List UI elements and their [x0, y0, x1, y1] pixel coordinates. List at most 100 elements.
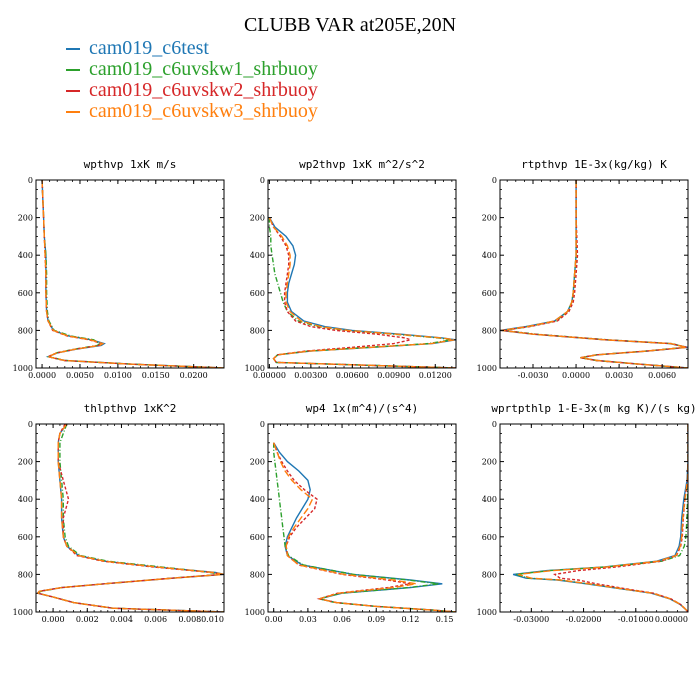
legend: cam019_c6test cam019_c6uvskw1_shrbuoy ca… — [66, 38, 318, 122]
series-line-1 — [41, 180, 224, 368]
x-tick-label: 0.0000 — [28, 371, 56, 380]
y-tick-label: 1000 — [245, 608, 265, 617]
x-tick-label: 0.006 — [144, 615, 167, 624]
y-tick-label: 600 — [482, 289, 497, 298]
y-tick-label: 600 — [482, 533, 497, 542]
plot-frame — [267, 179, 457, 369]
panel-title: rtpthvp 1E-3x(kg/kg) K — [521, 158, 667, 171]
y-tick-label: 0 — [260, 420, 265, 429]
x-tick-label: 0.03 — [299, 615, 317, 624]
legend-item: cam019_c6uvskw2_shrbuoy — [66, 80, 318, 101]
y-tick-label: 200 — [18, 214, 33, 223]
y-tick-label: 1000 — [13, 364, 33, 373]
y-tick-label: 1000 — [477, 364, 497, 373]
y-tick-label: 800 — [18, 570, 33, 579]
y-tick-label: 1000 — [477, 608, 497, 617]
y-tick-label: 200 — [482, 458, 497, 467]
y-tick-label: 200 — [18, 458, 33, 467]
legend-label: cam019_c6uvskw3_shrbuoy — [89, 100, 318, 122]
panel-title: thlpthvp 1xK^2 — [84, 402, 177, 415]
y-tick-label: 800 — [250, 570, 265, 579]
x-tick-label: 0.00000 — [253, 371, 286, 380]
series-line-1 — [500, 180, 688, 368]
x-tick-label: 0.00900 — [377, 371, 410, 380]
x-tick-label: 0.00000 — [655, 615, 688, 624]
x-tick-label: -0.03000 — [513, 615, 549, 624]
legend-label: cam019_c6test — [89, 37, 209, 59]
x-tick-label: 0.00300 — [294, 371, 327, 380]
legend-swatch — [66, 47, 80, 50]
x-tick-label: 0.15 — [436, 615, 454, 624]
series-line-1 — [512, 424, 688, 612]
y-tick-label: 0 — [260, 176, 265, 185]
y-tick-label: 600 — [18, 533, 33, 542]
x-tick-label: 0.00 — [265, 615, 283, 624]
series-line-2 — [268, 217, 456, 368]
x-tick-label: 0.0050 — [66, 371, 94, 380]
legend-item: cam019_c6uvskw1_shrbuoy — [66, 59, 318, 80]
x-tick-label: 0.010 — [201, 615, 224, 624]
y-tick-label: 800 — [18, 326, 33, 335]
y-tick-label: 1000 — [13, 608, 33, 617]
x-tick-label: 0.004 — [110, 615, 133, 624]
y-tick-label: 200 — [250, 214, 265, 223]
y-tick-label: 0 — [28, 420, 33, 429]
y-tick-label: 400 — [482, 495, 497, 504]
plot-frame — [499, 179, 689, 369]
y-tick-label: 0 — [492, 420, 497, 429]
x-tick-label: 0.0150 — [142, 371, 170, 380]
series-line-3 — [553, 424, 688, 612]
series-line-3 — [502, 180, 688, 368]
series-line-1 — [273, 442, 456, 612]
y-tick-label: 600 — [18, 289, 33, 298]
legend-item: cam019_c6uvskw3_shrbuoy — [66, 101, 318, 122]
y-tick-label: 800 — [482, 570, 497, 579]
legend-label: cam019_c6uvskw1_shrbuoy — [89, 58, 318, 80]
x-tick-label: 0.0200 — [180, 371, 208, 380]
y-tick-label: 600 — [250, 289, 265, 298]
panel-title: wpthvp 1xK m/s — [84, 158, 177, 171]
series-line-4 — [41, 180, 224, 368]
y-tick-label: 400 — [482, 251, 497, 260]
series-line-3 — [36, 424, 224, 612]
legend-swatch — [66, 89, 80, 92]
x-tick-label: 0.002 — [76, 615, 99, 624]
x-tick-label: -0.02000 — [566, 615, 602, 624]
y-tick-label: 0 — [492, 176, 497, 185]
x-tick-label: 0.0000 — [562, 371, 590, 380]
x-tick-label: 0.09 — [367, 615, 385, 624]
plot-frame — [35, 423, 225, 613]
legend-swatch — [66, 110, 80, 113]
x-tick-label: -0.0030 — [518, 371, 549, 380]
legend-item: cam019_c6test — [66, 38, 318, 59]
series-line-4 — [501, 180, 688, 368]
series-line-4 — [518, 424, 688, 612]
panel-title: wp2thvp 1xK m^2/s^2 — [299, 158, 425, 171]
y-tick-label: 400 — [18, 251, 33, 260]
series-line-3 — [41, 180, 224, 368]
legend-swatch — [66, 68, 80, 71]
x-tick-label: 0.000 — [42, 615, 65, 624]
y-tick-label: 400 — [18, 495, 33, 504]
y-tick-label: 800 — [482, 326, 497, 335]
y-tick-label: 200 — [482, 214, 497, 223]
series-line-3 — [268, 217, 456, 368]
series-line-1 — [36, 424, 224, 612]
y-tick-label: 0 — [28, 176, 33, 185]
series-line-2 — [273, 442, 456, 612]
x-tick-label: 0.0060 — [648, 371, 676, 380]
y-tick-label: 200 — [250, 458, 265, 467]
x-tick-label: 0.008 — [178, 615, 201, 624]
series-line-1 — [268, 217, 456, 368]
figure-title: CLUBB VAR at205E,20N — [243, 14, 457, 36]
legend-label: cam019_c6uvskw2_shrbuoy — [89, 79, 318, 101]
y-tick-label: 800 — [250, 326, 265, 335]
series-line-2 — [41, 180, 224, 368]
x-tick-label: 0.0100 — [104, 371, 132, 380]
series-line-3 — [273, 442, 456, 612]
series-line-4 — [36, 424, 224, 612]
x-tick-label: 0.00600 — [336, 371, 369, 380]
series-line-4 — [273, 442, 456, 612]
y-tick-label: 600 — [250, 533, 265, 542]
